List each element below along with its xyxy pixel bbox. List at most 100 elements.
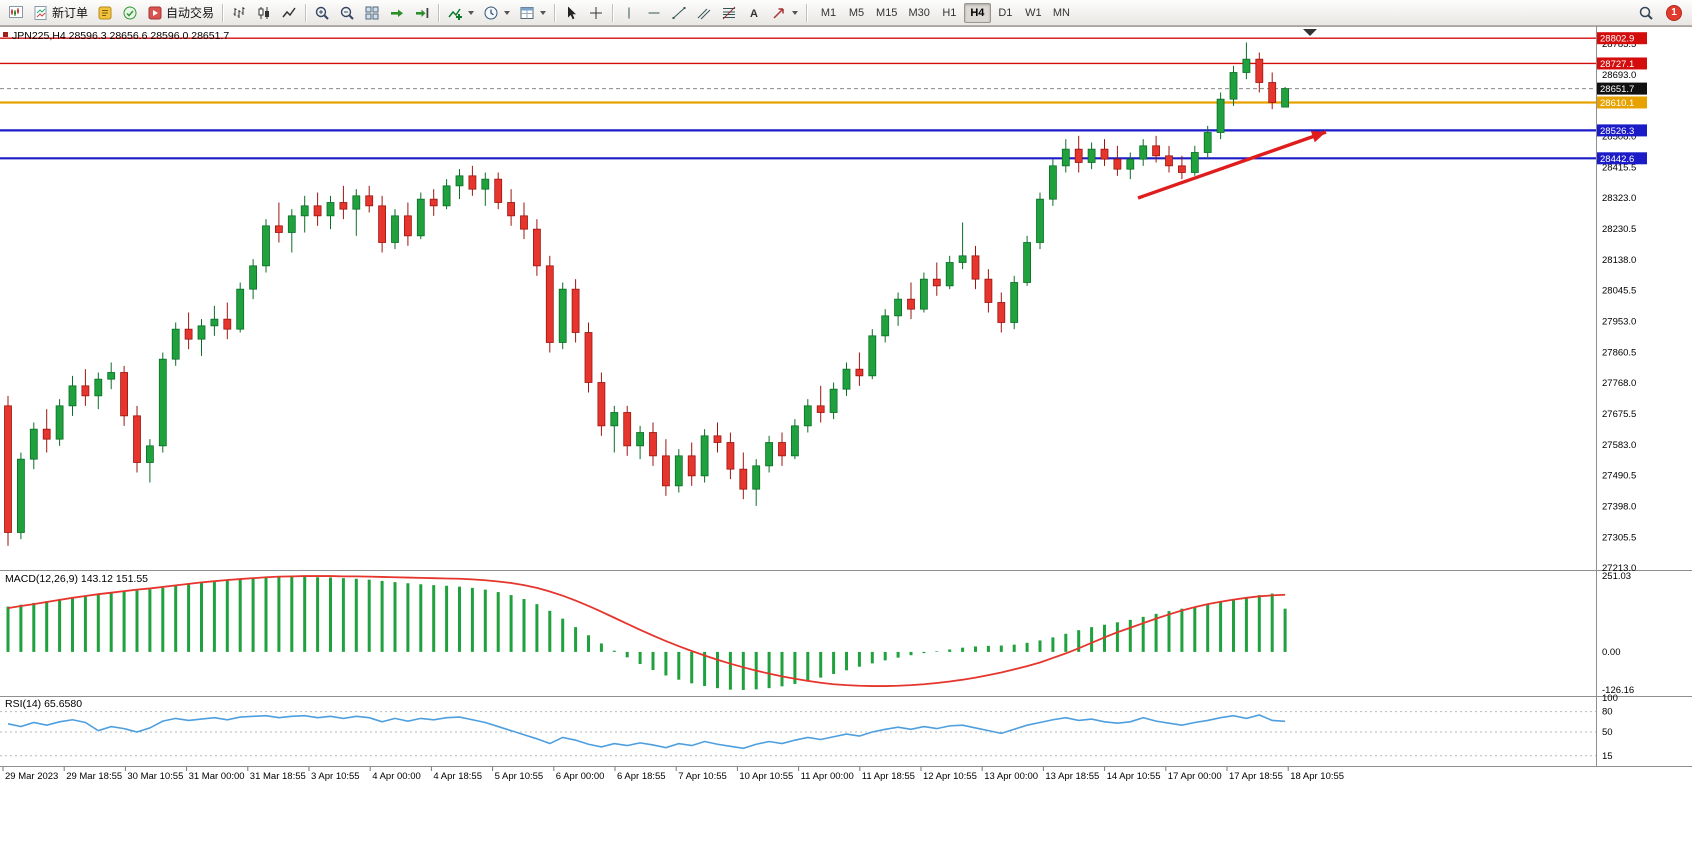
tile-windows-icon xyxy=(365,6,379,19)
zoom-out-button[interactable] xyxy=(335,2,359,24)
svg-text:31 Mar 18:55: 31 Mar 18:55 xyxy=(250,771,306,782)
zoom-out-icon xyxy=(340,6,354,20)
arrows-tool-button[interactable] xyxy=(767,2,802,24)
toolbar-separator xyxy=(438,3,440,22)
candles[interactable] xyxy=(4,42,1289,546)
timeframe-w1-button[interactable]: W1 xyxy=(1020,3,1047,23)
toolbar-separator xyxy=(222,3,224,22)
time-axis[interactable]: 29 Mar 2023 29 Mar 18:55 30 Mar 10:55 31 Ma… xyxy=(2,767,1344,782)
market-button[interactable] xyxy=(118,2,142,24)
panel-labels: JPN225,H4 28596.3 28656.6 28596.0 28651.… xyxy=(3,30,229,710)
timeframe-m30-button[interactable]: M30 xyxy=(903,3,934,23)
price-badge xyxy=(1597,82,1647,95)
svg-text:28526.3: 28526.3 xyxy=(1600,126,1634,137)
periods-button[interactable] xyxy=(479,2,514,24)
autotrading-button[interactable]: 自动交易 xyxy=(143,2,218,24)
svg-text:27398.0: 27398.0 xyxy=(1602,502,1636,513)
chart-bars-button[interactable] xyxy=(227,2,251,24)
svg-text:28651.7: 28651.7 xyxy=(1600,84,1634,95)
cursor-button[interactable] xyxy=(559,2,583,24)
indicators-button[interactable] xyxy=(443,2,478,24)
zoom-in-button[interactable] xyxy=(310,2,334,24)
horizontal-line-tool-button[interactable] xyxy=(642,2,666,24)
toolbar-right-group: 1 xyxy=(1634,2,1688,24)
svg-text:11 Apr 18:55: 11 Apr 18:55 xyxy=(862,771,915,782)
timeframe-d1-button[interactable]: D1 xyxy=(992,3,1019,23)
chevron-down-icon xyxy=(504,10,511,15)
timeframe-mn-button[interactable]: MN xyxy=(1048,3,1075,23)
svg-text:27675.5: 27675.5 xyxy=(1602,409,1636,420)
chart-shift-button[interactable] xyxy=(410,2,434,24)
market-icon xyxy=(123,6,137,19)
autotrading-label: 自动交易 xyxy=(166,6,215,20)
new-order-button[interactable]: 新订单 xyxy=(29,2,92,24)
vertical-line-icon xyxy=(628,7,630,18)
price-badge xyxy=(1597,57,1647,70)
svg-text:18 Apr 10:55: 18 Apr 10:55 xyxy=(1290,771,1344,782)
timeframe-m1-button[interactable]: M1 xyxy=(815,3,842,23)
text-tool-button[interactable]: A xyxy=(742,2,766,24)
chart-shift-marker[interactable] xyxy=(1303,29,1317,36)
toolbar-separator xyxy=(806,3,808,22)
timeframe-m15-button[interactable]: M15 xyxy=(871,3,902,23)
auto-scroll-icon xyxy=(391,9,404,17)
svg-text:28138.0: 28138.0 xyxy=(1602,255,1636,266)
timeframe-m5-button[interactable]: M5 xyxy=(843,3,870,23)
chart-canvas[interactable]: 28785.528693.028600.528508.028415.528323… xyxy=(0,26,1692,849)
chart-candles-button[interactable] xyxy=(252,2,276,24)
toolbar-separator xyxy=(612,3,614,22)
macd-label: MACD(12,26,9) 143.12 151.55 xyxy=(5,573,148,585)
search-button[interactable] xyxy=(1634,2,1658,24)
fibonacci-tool-button[interactable] xyxy=(717,2,741,24)
level-lines[interactable] xyxy=(0,37,1596,160)
vertical-line-tool-button[interactable] xyxy=(617,2,641,24)
svg-text:-126.16: -126.16 xyxy=(1602,685,1634,696)
tile-windows-button[interactable] xyxy=(360,2,384,24)
trend-arrow-annotation[interactable] xyxy=(1137,130,1327,200)
rsi-label: RSI(14) 65.6580 xyxy=(5,698,82,710)
new-chart-button[interactable] xyxy=(4,2,28,24)
metaeditor-button[interactable] xyxy=(93,2,117,24)
svg-text:31 Mar 00:00: 31 Mar 00:00 xyxy=(189,771,245,782)
svg-text:28045.5: 28045.5 xyxy=(1602,286,1636,297)
svg-text:29 Mar 18:55: 29 Mar 18:55 xyxy=(66,771,122,782)
macd-panel[interactable] xyxy=(6,575,1287,690)
channel-icon xyxy=(697,8,711,19)
trendline-icon xyxy=(672,6,686,19)
crosshair-button[interactable] xyxy=(584,2,608,24)
svg-text:27953.0: 27953.0 xyxy=(1602,317,1636,328)
timeframe-h4-button[interactable]: H4 xyxy=(963,2,991,23)
svg-text:13 Apr 00:00: 13 Apr 00:00 xyxy=(984,771,1038,782)
svg-text:28693.0: 28693.0 xyxy=(1602,70,1636,81)
auto-scroll-button[interactable] xyxy=(385,2,409,24)
channel-tool-button[interactable] xyxy=(692,2,716,24)
templates-button[interactable] xyxy=(515,2,550,24)
notifications-badge[interactable]: 1 xyxy=(1666,4,1682,21)
svg-text:0.00: 0.00 xyxy=(1602,647,1621,658)
svg-text:80: 80 xyxy=(1602,707,1613,718)
arrow-tool-icon xyxy=(773,7,784,19)
svg-text:3 Apr 10:55: 3 Apr 10:55 xyxy=(311,771,360,782)
svg-text:14 Apr 10:55: 14 Apr 10:55 xyxy=(1107,771,1161,782)
crosshair-icon xyxy=(590,6,603,19)
svg-text:28442.6: 28442.6 xyxy=(1600,154,1634,165)
svg-text:27583.0: 27583.0 xyxy=(1602,440,1636,451)
arrowhead xyxy=(1310,130,1326,143)
svg-text:27860.5: 27860.5 xyxy=(1602,347,1636,358)
rsi-panel[interactable] xyxy=(0,711,1596,757)
bar-chart-icon xyxy=(233,6,245,18)
svg-text:10 Apr 10:55: 10 Apr 10:55 xyxy=(739,771,793,782)
chart-line-button[interactable] xyxy=(277,2,301,24)
toolbar-separator xyxy=(305,3,307,22)
svg-text:6 Apr 00:00: 6 Apr 00:00 xyxy=(556,771,605,782)
svg-text:A: A xyxy=(750,8,758,20)
chart-shift-icon xyxy=(416,7,429,18)
svg-text:28508.0: 28508.0 xyxy=(1602,132,1636,143)
trendline-tool-button[interactable] xyxy=(667,2,691,24)
fibonacci-icon xyxy=(722,6,736,19)
svg-text:27213.0: 27213.0 xyxy=(1602,563,1636,574)
timeframe-h1-button[interactable]: H1 xyxy=(936,3,963,23)
svg-text:50: 50 xyxy=(1602,727,1613,738)
svg-text:251.03: 251.03 xyxy=(1602,571,1631,582)
